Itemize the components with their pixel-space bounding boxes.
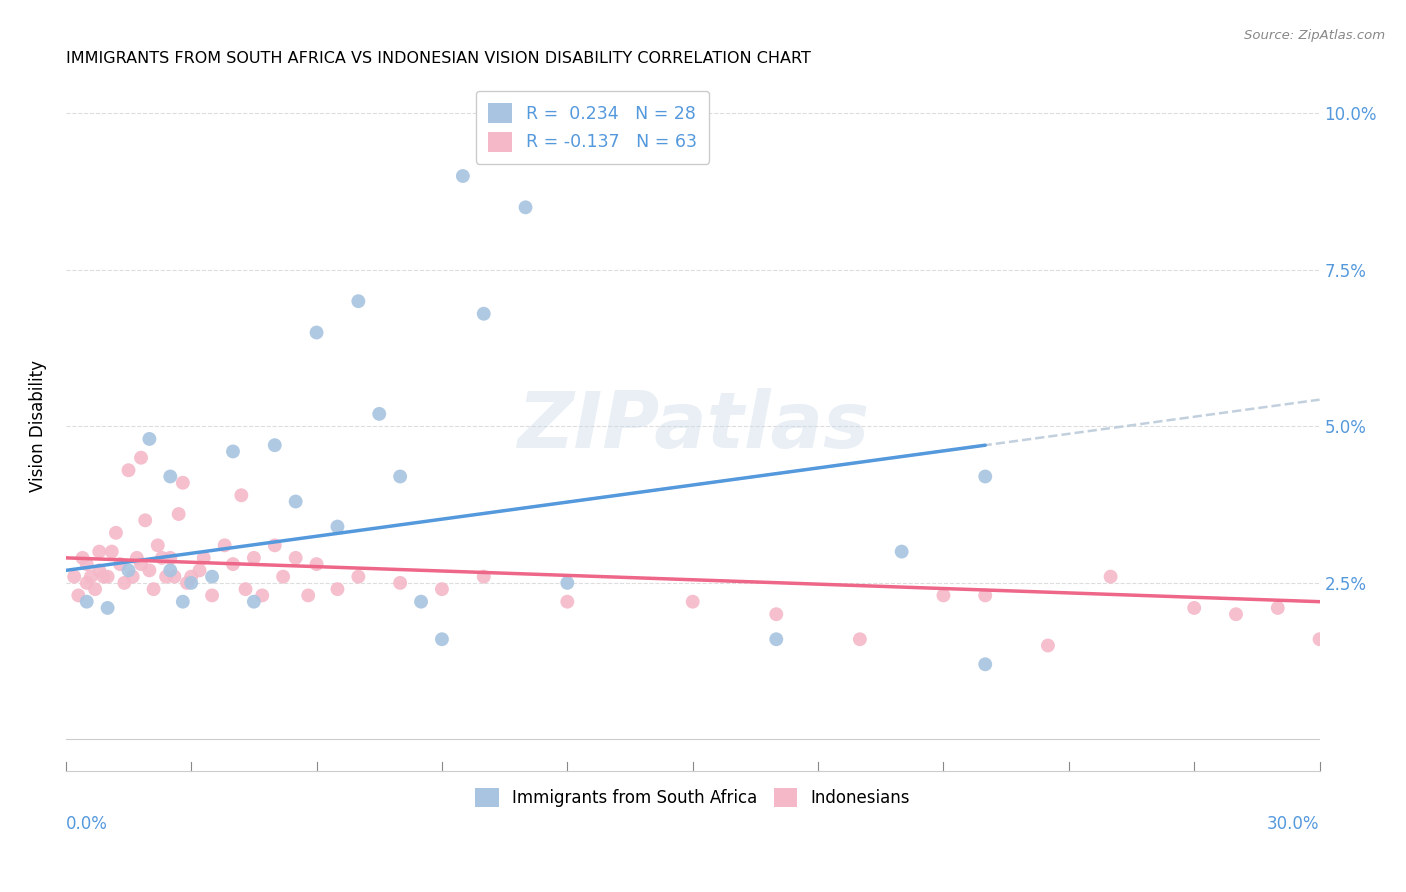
Text: Source: ZipAtlas.com: Source: ZipAtlas.com <box>1244 29 1385 42</box>
Point <box>93 569 115 583</box>
Point <box>97 601 120 615</box>
Point <box>201 569 224 583</box>
Point <box>117 563 139 577</box>
Text: 30.0%: 30.0% <box>1267 814 1320 832</box>
Point <box>159 563 181 577</box>
Point <box>155 569 177 583</box>
Point <box>849 632 872 647</box>
Point <box>67 589 90 603</box>
Point <box>63 569 86 583</box>
Point <box>180 575 202 590</box>
Point <box>138 432 160 446</box>
Point <box>284 550 307 565</box>
Point <box>1309 632 1331 647</box>
Point <box>76 575 98 590</box>
Point <box>121 569 143 583</box>
Point <box>765 632 787 647</box>
Point <box>243 550 266 565</box>
Point <box>263 538 285 552</box>
Point <box>347 569 370 583</box>
Point <box>117 463 139 477</box>
Point <box>104 525 127 540</box>
Point <box>222 444 245 458</box>
Point <box>108 557 131 571</box>
Point <box>97 569 120 583</box>
Point <box>89 563 111 577</box>
Point <box>515 200 537 214</box>
Point <box>112 575 135 590</box>
Y-axis label: Vision Disability: Vision Disability <box>30 360 46 492</box>
Point <box>163 569 186 583</box>
Point <box>214 538 236 552</box>
Point <box>1267 601 1289 615</box>
Point <box>180 569 202 583</box>
Point <box>176 575 198 590</box>
Point <box>305 557 328 571</box>
Point <box>284 494 307 508</box>
Point <box>472 569 495 583</box>
Point <box>193 550 215 565</box>
Point <box>80 569 103 583</box>
Point <box>326 519 349 533</box>
Point <box>129 557 152 571</box>
Point <box>765 607 787 622</box>
Point <box>138 563 160 577</box>
Point <box>146 538 169 552</box>
Point <box>231 488 253 502</box>
Point <box>1182 601 1205 615</box>
Text: 0.0%: 0.0% <box>66 814 108 832</box>
Point <box>172 595 194 609</box>
Point <box>201 589 224 603</box>
Point <box>76 595 98 609</box>
Point <box>409 595 432 609</box>
Point <box>159 469 181 483</box>
Point <box>271 569 294 583</box>
Point <box>974 469 997 483</box>
Point <box>555 575 578 590</box>
Point <box>347 294 370 309</box>
Point <box>1036 639 1059 653</box>
Point <box>89 544 111 558</box>
Point <box>430 582 453 596</box>
Point <box>974 657 997 672</box>
Point <box>142 582 165 596</box>
Point <box>72 550 94 565</box>
Point <box>932 589 955 603</box>
Point <box>134 513 156 527</box>
Point <box>974 589 997 603</box>
Point <box>451 169 474 183</box>
Point <box>125 550 148 565</box>
Point <box>1099 569 1122 583</box>
Point <box>150 550 173 565</box>
Point <box>472 307 495 321</box>
Point <box>84 582 107 596</box>
Point <box>243 595 266 609</box>
Point <box>555 595 578 609</box>
Point <box>389 575 412 590</box>
Text: ZIPatlas: ZIPatlas <box>516 388 869 465</box>
Point <box>389 469 412 483</box>
Point <box>326 582 349 596</box>
Point <box>188 563 211 577</box>
Point <box>305 326 328 340</box>
Point <box>263 438 285 452</box>
Legend: Immigrants from South Africa, Indonesians: Immigrants from South Africa, Indonesian… <box>468 781 917 814</box>
Point <box>890 544 912 558</box>
Point <box>368 407 391 421</box>
Point <box>159 550 181 565</box>
Point <box>129 450 152 465</box>
Point <box>1225 607 1247 622</box>
Point <box>101 544 124 558</box>
Point <box>252 589 274 603</box>
Point <box>297 589 319 603</box>
Point <box>222 557 245 571</box>
Text: IMMIGRANTS FROM SOUTH AFRICA VS INDONESIAN VISION DISABILITY CORRELATION CHART: IMMIGRANTS FROM SOUTH AFRICA VS INDONESI… <box>66 51 811 66</box>
Point <box>167 507 190 521</box>
Point <box>76 557 98 571</box>
Point <box>682 595 704 609</box>
Point <box>235 582 257 596</box>
Point <box>172 475 194 490</box>
Point <box>430 632 453 647</box>
